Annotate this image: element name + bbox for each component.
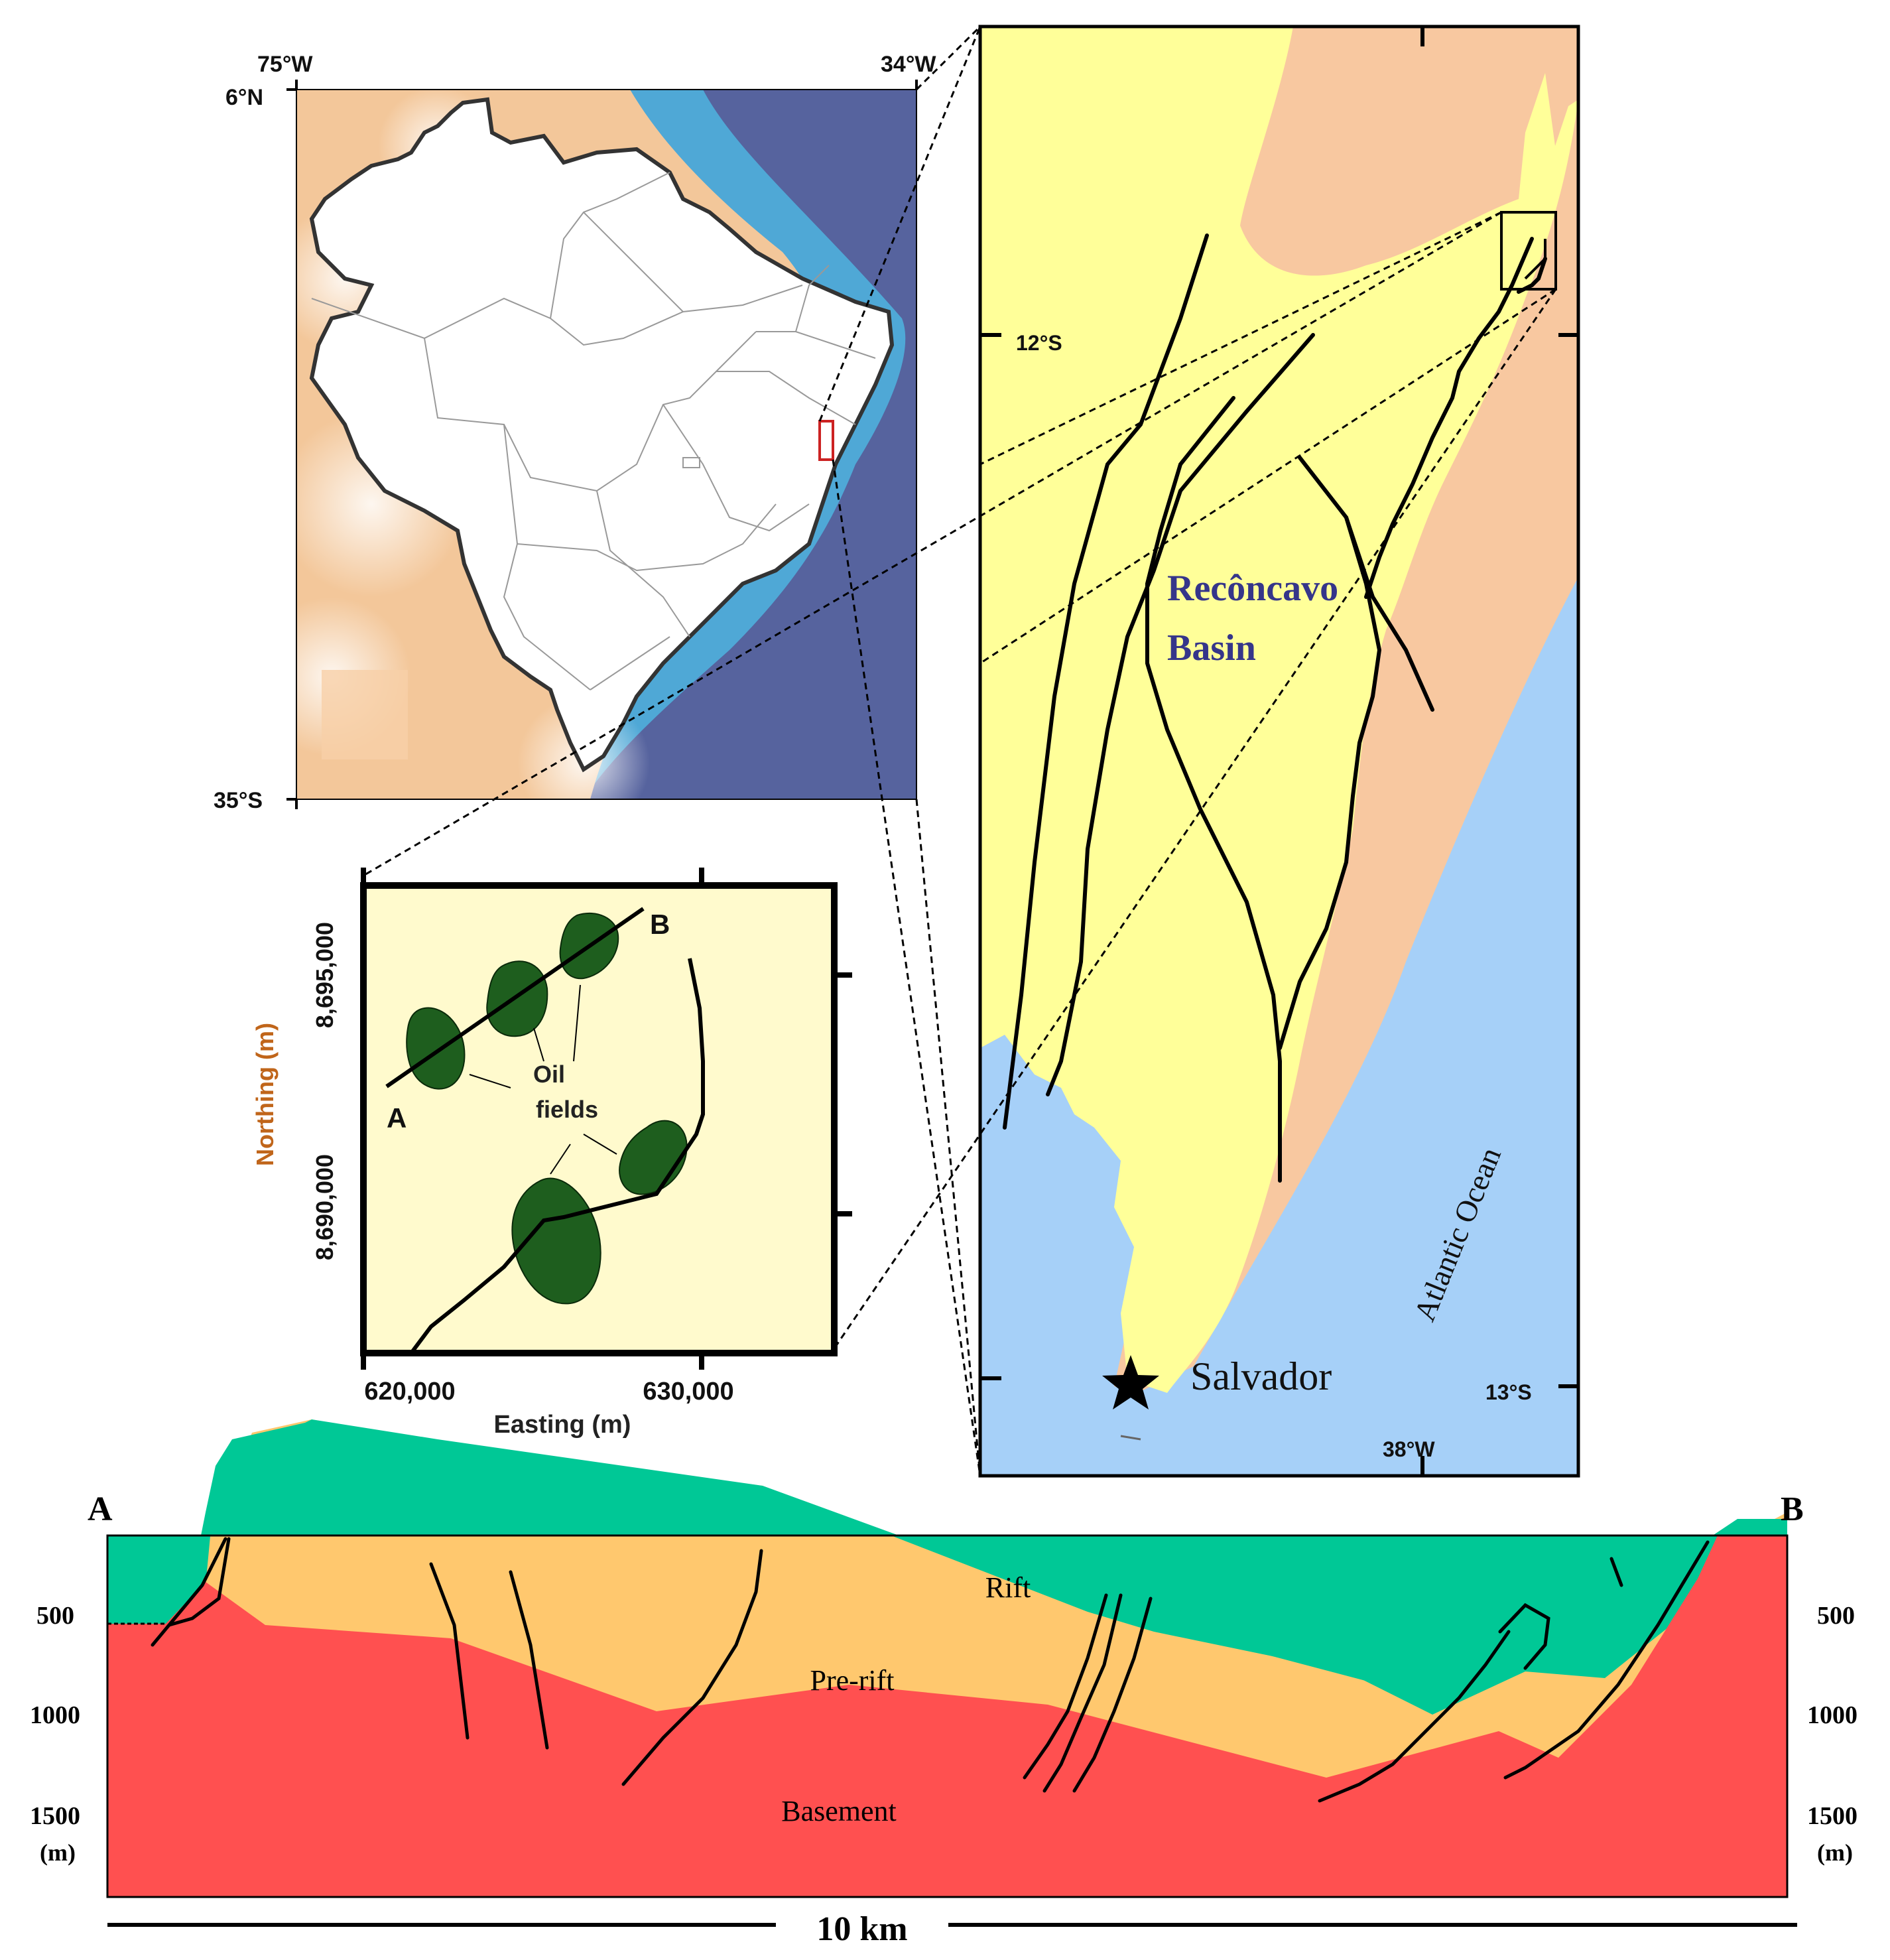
layer-basement-label: Basement — [781, 1795, 897, 1827]
section-right-end: B — [1781, 1490, 1804, 1528]
rift-top-overlay — [107, 1419, 1787, 1705]
lat-12s-label: 12°S — [1016, 331, 1062, 355]
layer-rift-label: Rift — [985, 1571, 1031, 1604]
brazil-overview-map: 75°W 34°W 6°N 35°S — [214, 52, 936, 813]
brazil-map-frame — [296, 89, 917, 800]
basin-faults — [1003, 233, 1547, 1183]
basement-layer — [107, 1535, 1787, 1897]
detail-area-box — [1500, 211, 1557, 291]
lon-right-label: 34°W — [881, 52, 936, 77]
section-left-end: A — [88, 1490, 113, 1528]
connector-lines — [363, 25, 1557, 1476]
oil-field-map: A B Oil fields 8,695,000 8,690,000 North… — [251, 868, 852, 1439]
point-a-label: A — [387, 1102, 407, 1134]
point-b-label: B — [650, 909, 670, 940]
basin-fill — [980, 27, 1578, 1393]
depth-left-unit: (m) — [40, 1839, 76, 1866]
section-frame — [106, 1534, 1789, 1898]
depth-right-1000: 1000 — [1807, 1701, 1858, 1729]
oil-label-line1: Oil — [533, 1061, 565, 1088]
city-label: Salvador — [1190, 1354, 1332, 1398]
depth-right-unit: (m) — [1817, 1839, 1853, 1866]
cross-section: A B 500 1000 1500 (m) 500 1000 1500 (m) … — [30, 1419, 1858, 1948]
lon-left-label: 75°W — [257, 52, 313, 77]
field-map-frame — [360, 882, 838, 1356]
study-area-marker — [818, 420, 834, 461]
oil-fields — [406, 912, 688, 1305]
y-axis-title: Northing (m) — [251, 1023, 279, 1166]
lat-13s-label: 13°S — [1485, 1380, 1532, 1404]
field-fault — [409, 958, 705, 1354]
depth-left-500: 500 — [36, 1602, 74, 1630]
x-tick-left: 620,000 — [364, 1378, 455, 1405]
lat-top-label: 6°N — [225, 85, 263, 110]
depth-right-1500: 1500 — [1807, 1802, 1858, 1830]
depth-left-1500: 1500 — [30, 1802, 80, 1830]
lon-38w-label: 38°W — [1383, 1437, 1435, 1461]
basin-map: 12°S 13°S 38°W Recôncavo Basin Atlantic … — [978, 25, 1580, 1478]
state-borders — [311, 172, 876, 690]
layer-prerift-label: Pre-rift — [810, 1664, 894, 1697]
basin-map-frame — [978, 25, 1580, 1478]
section-line-ab — [385, 907, 645, 1088]
salvador-star-icon — [1102, 1355, 1159, 1409]
depth-left-1000: 1000 — [30, 1701, 80, 1729]
brazil-country-shape — [309, 97, 895, 773]
oil-label-leaders — [469, 984, 617, 1175]
basin-name-line1: Recôncavo — [1167, 568, 1338, 609]
x-axis-title: Easting (m) — [494, 1411, 631, 1439]
y-tick-upper: 8,695,000 — [311, 922, 338, 1028]
y-tick-lower: 8,690,000 — [311, 1154, 338, 1260]
scale-bar-label: 10 km — [816, 1910, 907, 1948]
x-tick-right: 630,000 — [643, 1378, 733, 1405]
section-faults — [151, 1537, 1710, 1803]
oil-label-line2: fields — [536, 1096, 598, 1123]
basin-name-line2: Basin — [1167, 627, 1256, 669]
depth-right-500: 500 — [1817, 1602, 1855, 1630]
lat-bottom-label: 35°S — [214, 788, 263, 813]
